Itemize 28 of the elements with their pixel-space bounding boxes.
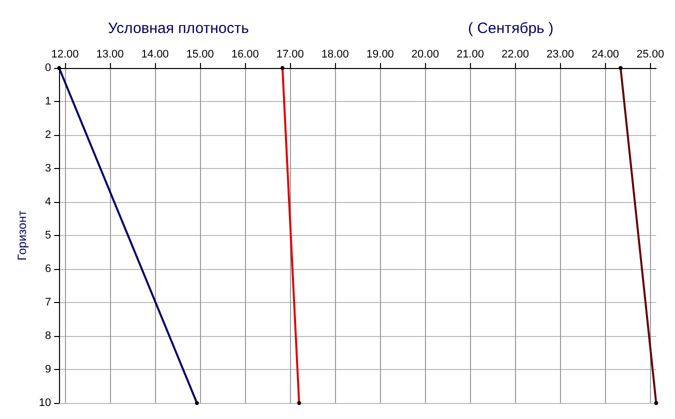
y-tick-label: 8 (45, 330, 52, 342)
y-tick-label: 1 (45, 96, 52, 108)
y-tick-label: 0 (45, 62, 52, 74)
x-tick-label: 20.00 (411, 48, 439, 60)
y-tick-label: 6 (45, 263, 52, 275)
x-tick-label: 17.00 (276, 48, 304, 60)
x-tick-label: 25.00 (636, 48, 664, 60)
y-tick-label: 2 (45, 129, 52, 141)
x-tick-label: 21.00 (456, 48, 484, 60)
y-tick-label: 7 (45, 296, 52, 308)
x-tick-label: 14.00 (141, 48, 169, 60)
x-tick-label: 12.00 (51, 48, 79, 60)
chart-subtitle: ( Сентябрь ) (468, 20, 554, 37)
x-tick-label: 24.00 (592, 48, 620, 60)
x-tick-label: 15.00 (186, 48, 214, 60)
y-tick-label: 3 (45, 162, 52, 174)
x-tick-label: 22.00 (501, 48, 530, 60)
y-axis-title: Горизонт (15, 210, 29, 260)
x-tick-label: 16.00 (231, 48, 259, 60)
x-tick-label: 18.00 (321, 48, 349, 60)
y-tick-label: 5 (45, 230, 52, 242)
y-tick-label: 9 (45, 364, 52, 376)
x-tick-label: 19.00 (366, 48, 394, 60)
chart-title: Условная плотность (108, 20, 250, 37)
x-tick-label: 13.00 (96, 48, 124, 60)
x-tick-label: 23.00 (546, 48, 574, 60)
y-tick-label: 4 (45, 196, 52, 208)
y-tick-label: 10 (38, 397, 52, 409)
